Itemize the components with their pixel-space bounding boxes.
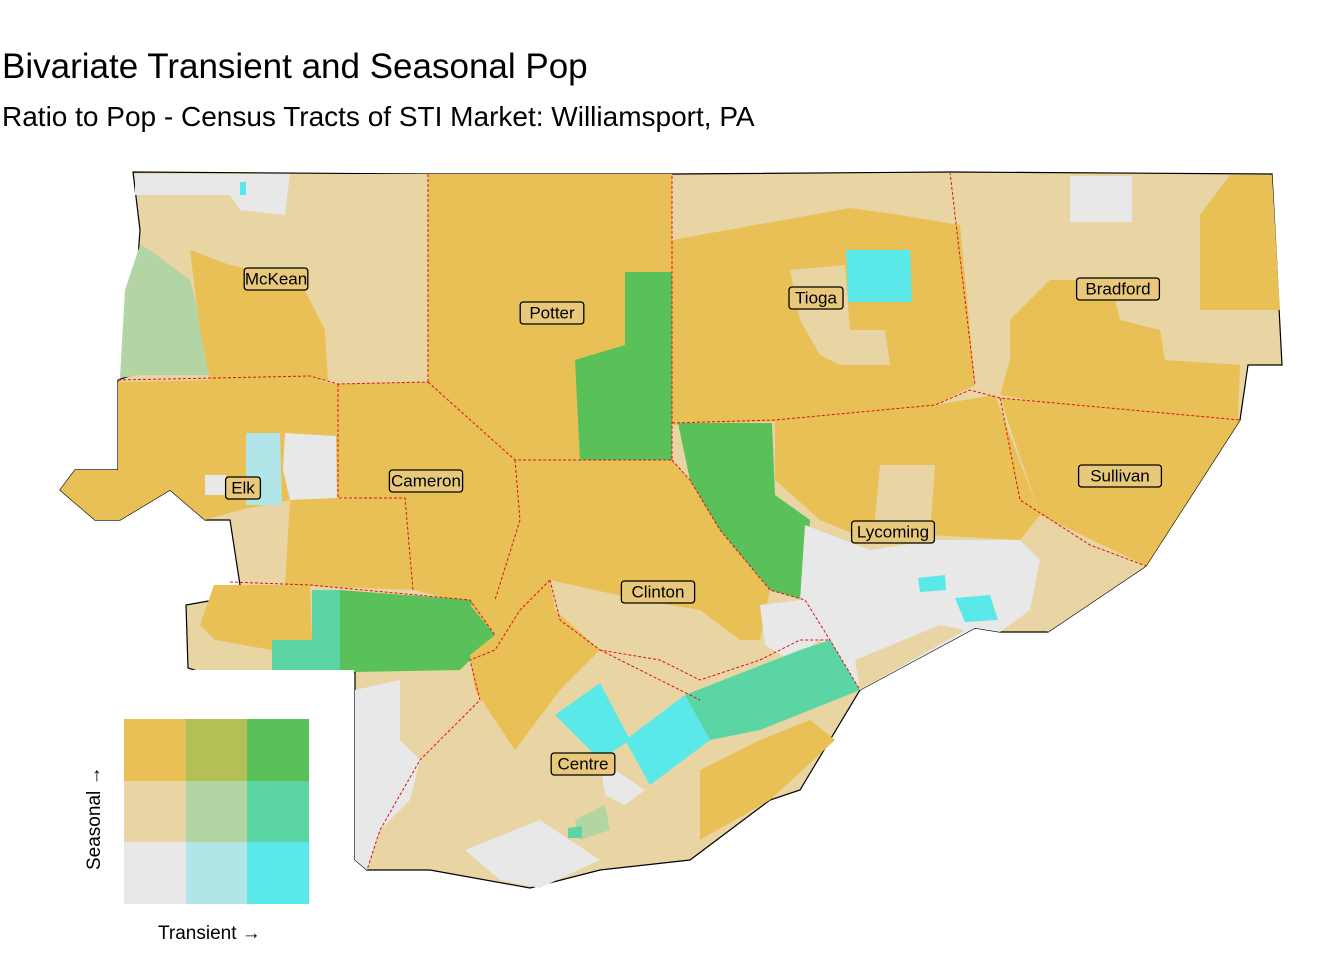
legend-cell xyxy=(124,842,186,904)
tract xyxy=(575,805,610,840)
tract xyxy=(465,820,600,888)
county-label-text: Lycoming xyxy=(857,523,929,542)
tract xyxy=(272,590,340,672)
county-label-centre: Centre xyxy=(550,752,616,776)
tract xyxy=(846,250,912,302)
tract xyxy=(685,640,860,740)
county-label-elk: Elk xyxy=(224,476,262,500)
tract xyxy=(120,245,215,378)
tract xyxy=(285,498,415,590)
tract xyxy=(205,475,226,495)
tract xyxy=(283,433,337,500)
tract xyxy=(700,720,835,840)
tract xyxy=(355,680,420,870)
tract xyxy=(340,590,495,672)
legend-cell xyxy=(185,842,248,904)
county-label-text: Bradford xyxy=(1085,280,1150,299)
county-label-text: Potter xyxy=(529,304,575,323)
legend-cell xyxy=(247,842,309,904)
legend-cell xyxy=(124,719,186,781)
map-subtitle: Ratio to Pop - Census Tracts of STI Mark… xyxy=(2,101,755,132)
county-label-sullivan: Sullivan xyxy=(1077,464,1163,488)
county-label-cameron: Cameron xyxy=(388,469,464,493)
tract xyxy=(1200,175,1280,310)
tract xyxy=(550,580,740,700)
legend-cell xyxy=(185,780,248,843)
county-label-text: Centre xyxy=(557,755,608,774)
tract xyxy=(240,182,246,195)
county-label-text: Cameron xyxy=(391,472,461,491)
tract xyxy=(135,174,290,215)
legend-y-label: Seasonal → xyxy=(84,766,105,870)
legend-cell xyxy=(247,780,309,843)
county-label-text: Tioga xyxy=(795,289,837,308)
tract xyxy=(918,575,946,592)
tract xyxy=(555,683,630,760)
legend-cell xyxy=(247,719,309,781)
county-label-clinton: Clinton xyxy=(620,580,696,604)
tract xyxy=(200,585,312,650)
tract xyxy=(1070,176,1132,222)
county-label-mckean: McKean xyxy=(243,267,309,291)
county-boundaries xyxy=(117,171,1241,871)
county-label-text: Clinton xyxy=(632,583,685,602)
county-label-tioga: Tioga xyxy=(788,286,844,310)
legend-x-label: Transient → xyxy=(158,923,261,944)
tract xyxy=(568,826,582,838)
tract xyxy=(625,695,710,785)
tract xyxy=(336,382,520,605)
bivariate-legend xyxy=(124,719,309,904)
legend-cell xyxy=(185,719,248,781)
tract xyxy=(470,580,600,750)
county-label-potter: Potter xyxy=(519,301,585,325)
tract xyxy=(678,423,810,600)
tract xyxy=(290,174,428,380)
tract xyxy=(1030,515,1146,632)
tract xyxy=(575,272,672,460)
legend-cell xyxy=(124,780,186,843)
tract xyxy=(1000,280,1240,420)
tract xyxy=(870,465,935,570)
map-title: Bivariate Transient and Seasonal Pop xyxy=(2,47,588,86)
county-label-bradford: Bradford xyxy=(1075,277,1161,301)
county-label-lycoming: Lycoming xyxy=(850,520,936,544)
tract xyxy=(760,600,820,660)
tract xyxy=(800,525,1040,690)
county-label-text: McKean xyxy=(245,270,307,289)
tract xyxy=(955,595,998,622)
tract xyxy=(855,625,965,690)
county-label-text: Elk xyxy=(231,479,255,498)
county-label-text: Sullivan xyxy=(1090,467,1150,486)
